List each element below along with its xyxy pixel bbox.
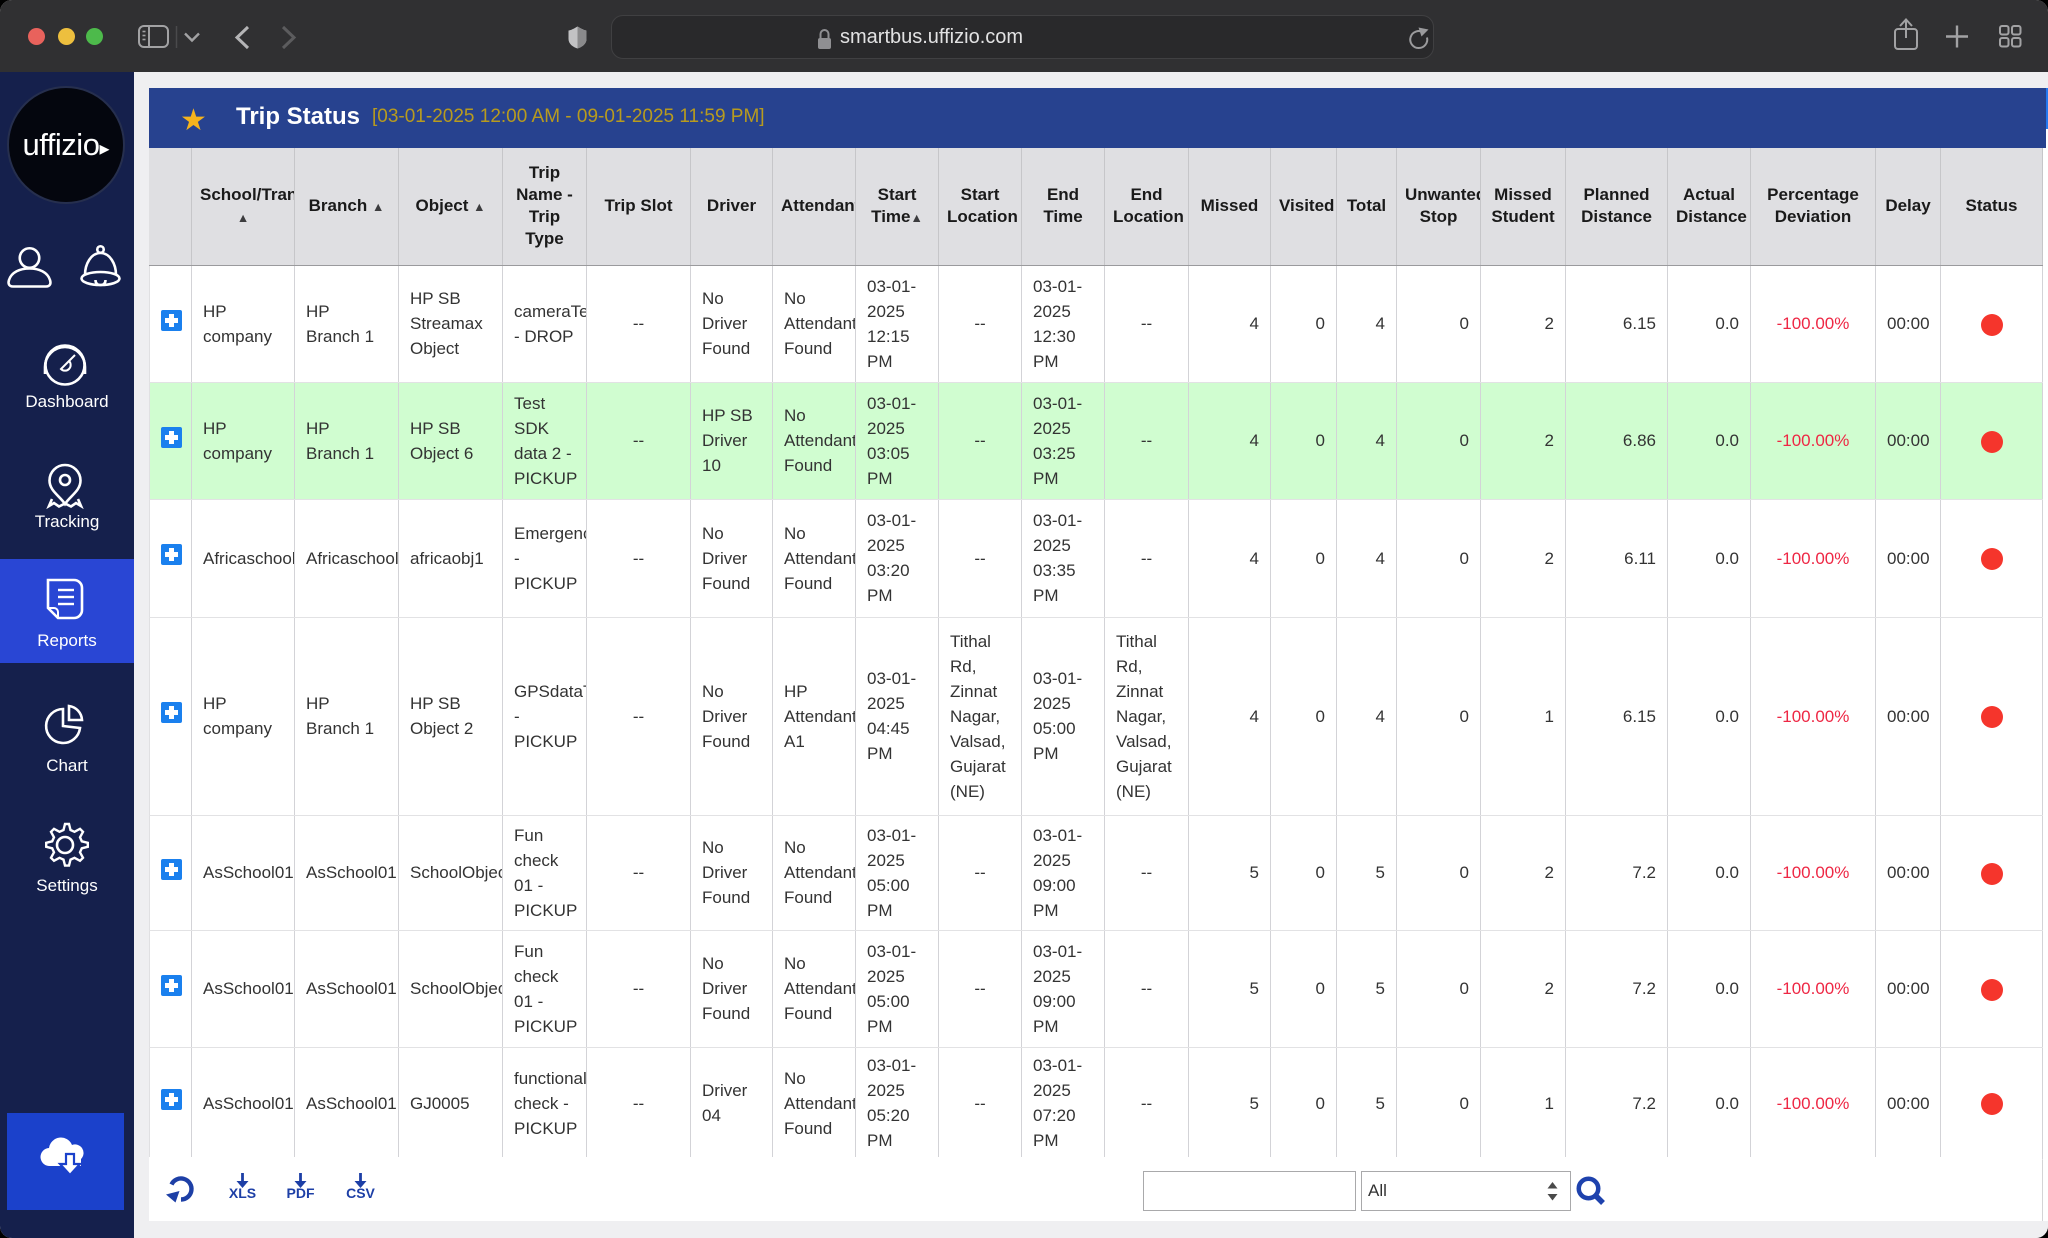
- svg-text:PDF: PDF: [287, 1185, 315, 1201]
- svg-text:XLS: XLS: [229, 1185, 256, 1201]
- svg-text:CSV: CSV: [346, 1185, 375, 1201]
